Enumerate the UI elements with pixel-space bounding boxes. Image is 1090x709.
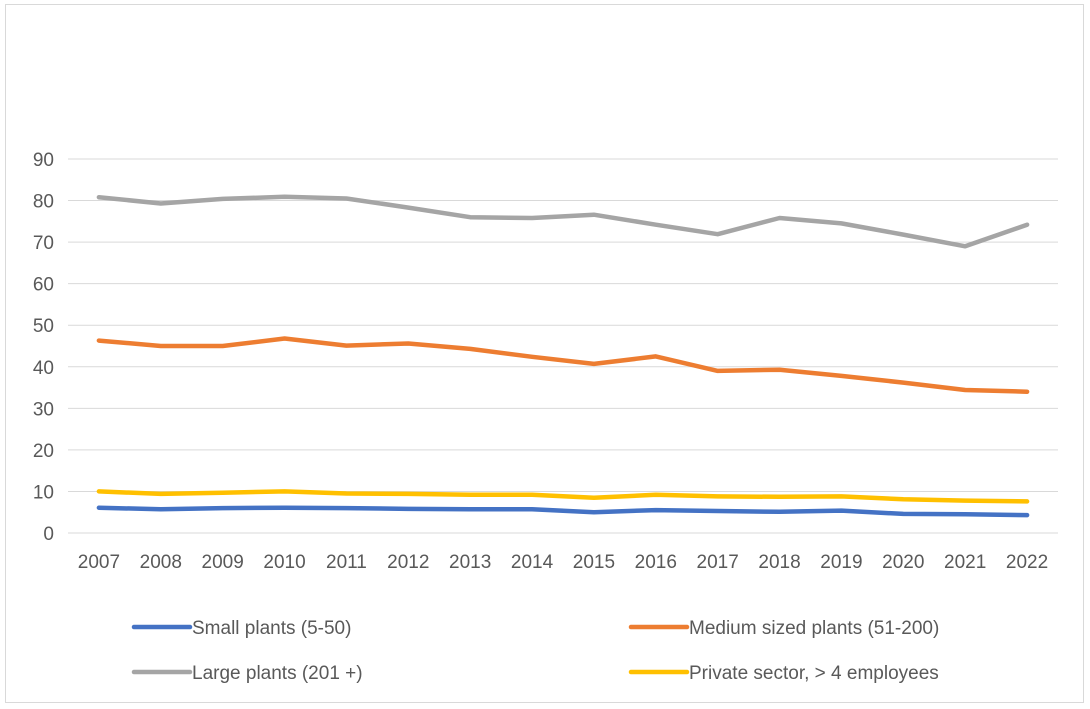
y-tick-label: 60 [33,275,54,296]
y-tick-label: 0 [43,524,54,545]
y-tick-label: 90 [33,150,54,171]
x-tick-label: 2011 [326,552,367,573]
x-tick-label: 2019 [820,552,862,573]
x-tick-label: 2008 [140,552,182,573]
legend-item: Medium sized plants (51-200) [628,618,939,639]
x-tick-label: 2012 [387,552,429,573]
legend-item: Large plants (201 +) [131,663,363,684]
x-tick-label: 2014 [511,552,554,573]
series-line-large-plants-201 [96,194,1030,249]
legend-label: Private sector, > 4 employees [689,663,939,684]
series-line-medium-sized-plants-51-200 [96,336,1030,394]
legend-item: Private sector, > 4 employees [628,663,939,684]
series-line-small-plants-5-50 [96,505,1030,518]
chart-area: 0 10 20 30 40 50 60 70 80 90 2007 2008 2009 2010 2011… [5,4,1084,703]
legend-label: Small plants (5-50) [192,618,351,639]
x-tick-label: 2013 [449,552,491,573]
x-tick-label: 2010 [263,552,305,573]
x-tick-label: 2016 [635,552,677,573]
y-tick-label: 50 [33,316,54,337]
x-tick-label: 2015 [573,552,615,573]
y-tick-label: 10 [33,482,54,503]
y-tick-label: 70 [33,233,54,254]
legend-label: Large plants (201 +) [192,663,363,684]
y-tick-label: 30 [33,399,54,420]
legend-item: Small plants (5-50) [131,618,351,639]
y-tick-label: 20 [33,441,54,462]
y-axis-tick-labels: 0 10 20 30 40 50 60 70 80 90 [33,150,54,545]
series-lines [96,194,1030,518]
x-tick-label: 2007 [78,552,120,573]
x-tick-label: 2022 [1006,552,1048,573]
x-tick-label: 2009 [202,552,244,573]
line-chart: 0 10 20 30 40 50 60 70 80 90 2007 2008 2009 2010 2011… [33,150,1058,684]
legend: Small plants (5-50) Medium sized plants (… [131,618,939,684]
y-tick-label: 40 [33,358,54,379]
x-tick-label: 2020 [882,552,924,573]
series-line-private-sector-4-employees [96,489,1030,504]
x-tick-label: 2021 [944,552,986,573]
x-tick-label: 2018 [758,552,800,573]
x-axis-tick-labels: 2007 2008 2009 2010 2011 2012 2013 2014 2015 2016… [78,552,1048,573]
y-tick-label: 80 [33,192,54,213]
x-tick-label: 2017 [697,552,739,573]
legend-label: Medium sized plants (51-200) [689,618,939,639]
